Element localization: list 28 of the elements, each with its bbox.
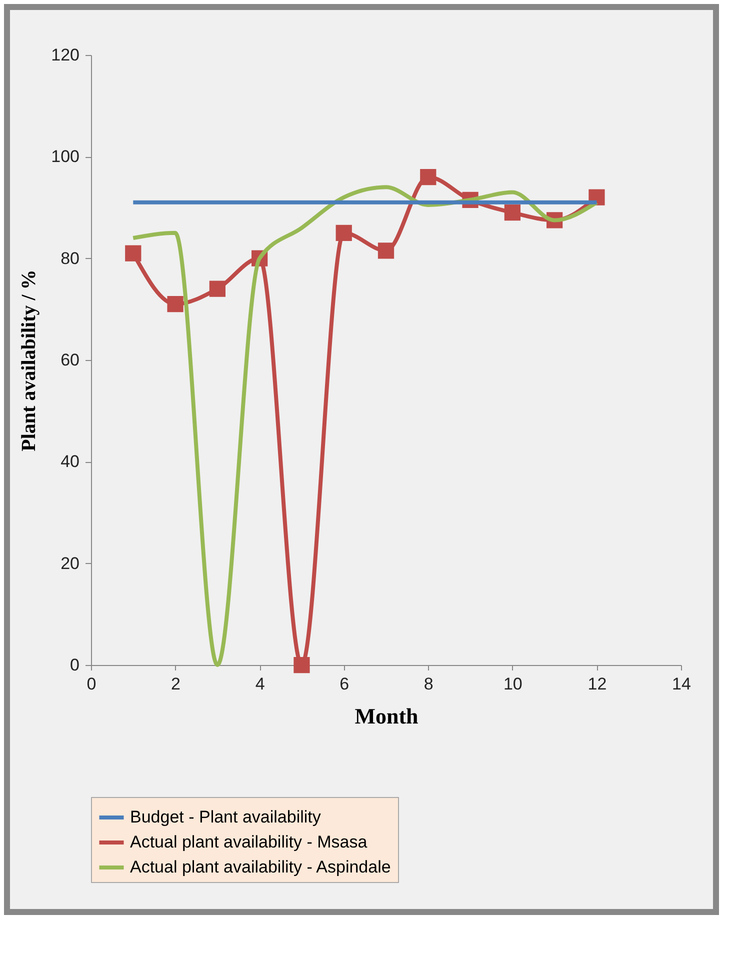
point (209, 280, 226, 297)
y-axis-title: Plant availability / % (18, 270, 40, 452)
y-tick-label: 20 (60, 554, 80, 573)
y-tick-label: 120 (51, 46, 80, 64)
y-tick-label: 0 (70, 656, 80, 674)
x-tick-label: 2 (171, 674, 181, 694)
point (504, 204, 520, 221)
legend-label: Actual plant availability - Msasa (130, 832, 368, 852)
x-tick-label: 14 (672, 674, 691, 694)
point (294, 656, 310, 674)
point (420, 168, 436, 186)
point (125, 245, 142, 262)
y-tick-label: 40 (60, 452, 80, 472)
x-tick-label: 6 (340, 674, 350, 694)
legend-label: Budget - Plant availability (130, 808, 322, 826)
point (167, 296, 184, 312)
legend-label: Actual plant availability - Aspindale (130, 858, 391, 876)
x-tick-label: 0 (86, 674, 96, 694)
x-axis-title: Month (354, 704, 418, 728)
x-tick-label: 12 (588, 674, 607, 694)
x-tick-label: 4 (255, 674, 265, 694)
y-tick-label: 80 (60, 248, 80, 268)
y-tick-label: 100 (51, 147, 80, 166)
x-tick-label: 10 (503, 674, 522, 694)
point (378, 242, 394, 259)
point (336, 224, 352, 241)
y-tick-label: 60 (60, 350, 80, 370)
x-tick-label: 8 (424, 674, 434, 694)
